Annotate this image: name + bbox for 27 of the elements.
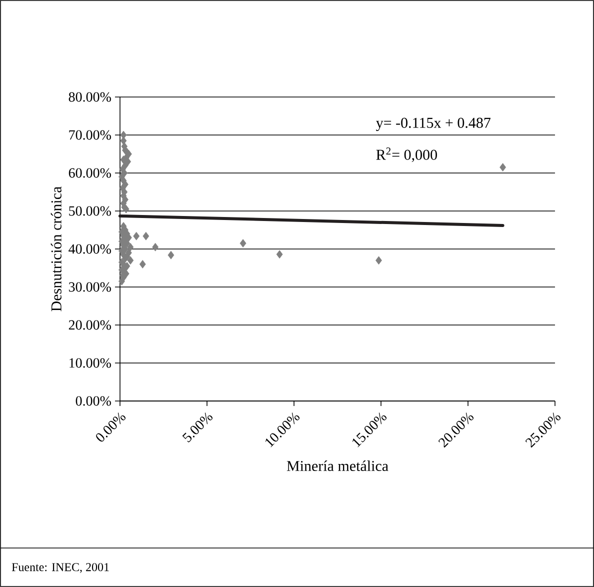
x-axis-title: Minería metálica: [286, 460, 388, 472]
point: [127, 242, 134, 252]
point: [152, 242, 159, 252]
point: [500, 163, 506, 172]
point: [376, 256, 382, 265]
point: [240, 239, 246, 248]
annotation: R$^{2}$= 0,000: [376, 148, 437, 162]
point: [120, 136, 127, 145]
y-tick-label: 40.00%: [68, 244, 111, 254]
y-tick-label: 80.00%: [68, 92, 111, 102]
y-tick-label: 20.00%: [68, 320, 111, 330]
point: [118, 277, 125, 286]
annotation: y= -0.115x + 0.487: [376, 118, 490, 131]
point: [139, 260, 146, 268]
point: [168, 250, 174, 260]
y-tick-label: 0.00%: [76, 396, 111, 406]
y-tick-label: 50.00%: [69, 206, 111, 216]
y-tick-label: 30.00%: [68, 282, 111, 292]
point: [142, 232, 150, 240]
source-note: Fuente: INEC, 2001: [12, 563, 109, 573]
y-tick-label: 60.00%: [68, 168, 111, 178]
point: [127, 256, 134, 265]
y-axis-title: Desnutrición crónica: [50, 186, 62, 312]
y-tick-label: 70.00%: [69, 130, 111, 140]
point: [276, 250, 283, 259]
y-tick-label: 10.00%: [70, 358, 111, 368]
point: [133, 232, 140, 240]
